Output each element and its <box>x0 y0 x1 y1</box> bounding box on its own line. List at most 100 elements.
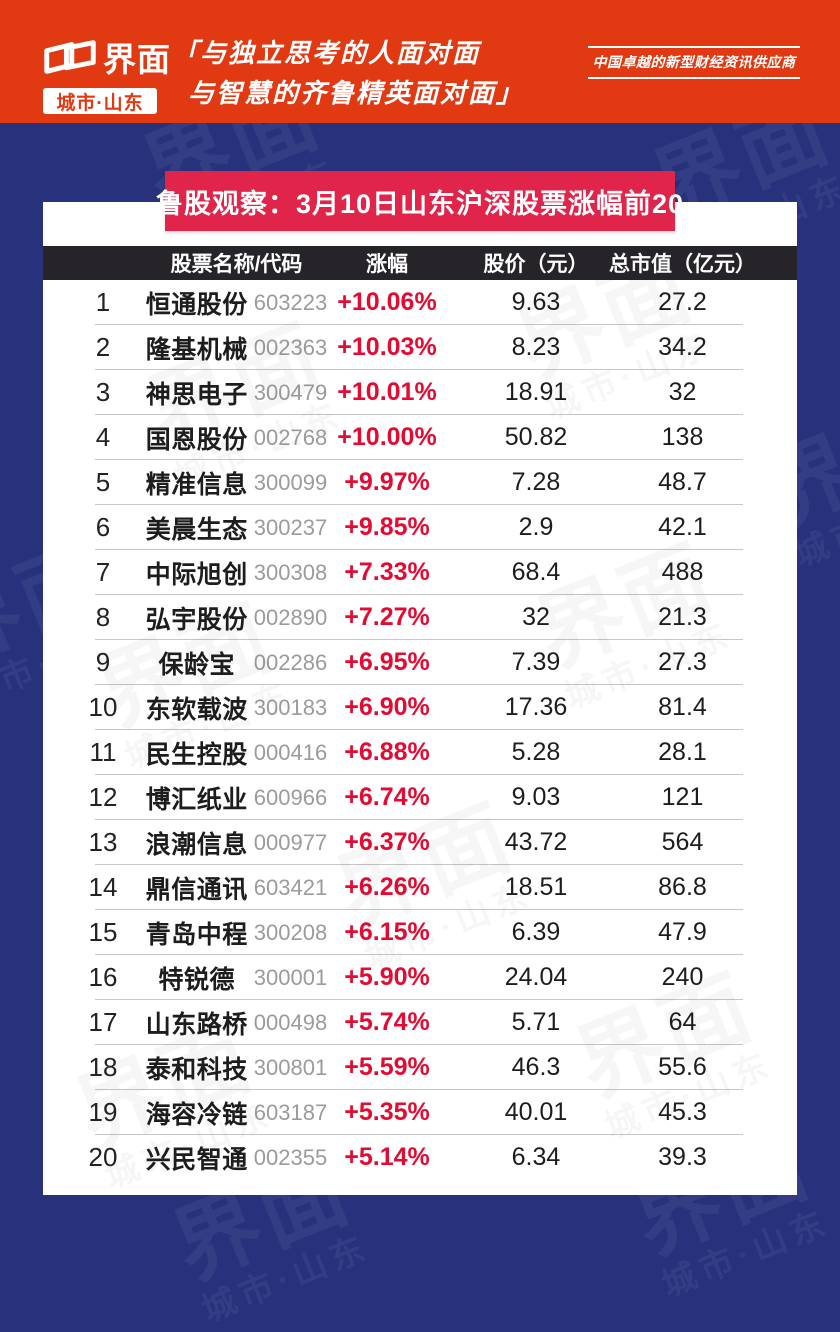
stock-code: 300237 <box>253 514 328 540</box>
stock-name: 国恩股份 <box>145 425 248 454</box>
stock-price: 40.01 <box>504 1098 568 1126</box>
stock-code: 300001 <box>253 964 328 990</box>
col-market-cap: 总市值（亿元） <box>609 253 756 276</box>
stock-name: 民生控股 <box>145 740 248 769</box>
stock-name-code: 弘宇股份 002890 <box>146 600 327 636</box>
market-cap: 64 <box>668 1008 697 1036</box>
masthead: 界面 城市·山东 「与独立思考的人面对面 与智慧的齐鲁精英面对面」 中国卓越的新… <box>0 0 840 123</box>
stock-name: 鼎信通讯 <box>145 875 248 904</box>
stock-price: 2.9 <box>518 513 554 541</box>
stock-name-code: 保龄宝 002286 <box>159 645 328 681</box>
stock-name: 兴民智通 <box>145 1145 248 1174</box>
stock-name-code: 精准信息 300099 <box>146 465 327 501</box>
slogan: 「与独立思考的人面对面 与智慧的齐鲁精英面对面」 <box>172 33 524 113</box>
market-cap: 81.4 <box>658 693 707 721</box>
stock-name: 精准信息 <box>145 470 248 499</box>
table-row: 8 弘宇股份 002890 +7.27% 32 21.3 <box>43 595 797 640</box>
change-percent: +9.97% <box>344 468 430 496</box>
table-header: 股票名称/代码 涨幅 股价（元） 总市值（亿元） <box>43 246 797 280</box>
rank: 12 <box>88 782 118 812</box>
stock-price: 7.39 <box>511 648 561 676</box>
rank: 6 <box>95 512 111 542</box>
page-title: 鲁股观察：3月10日山东沪深股票涨幅前20 <box>155 188 685 219</box>
stock-name: 浪潮信息 <box>145 830 248 859</box>
stock-price: 6.34 <box>511 1143 561 1171</box>
stock-name-code: 浪潮信息 000977 <box>146 825 327 861</box>
rank: 1 <box>95 287 111 317</box>
stock-name-code: 泰和科技 300801 <box>146 1050 327 1086</box>
stock-name-code: 青岛中程 300208 <box>146 915 327 951</box>
stock-name: 隆基机械 <box>145 335 248 364</box>
change-percent: +10.03% <box>337 333 437 361</box>
stock-price: 32 <box>522 603 550 631</box>
stock-code: 002355 <box>253 1144 328 1170</box>
stock-name: 博汇纸业 <box>145 785 248 814</box>
stock-name: 海容冷链 <box>145 1100 248 1129</box>
stock-code: 300308 <box>253 559 328 585</box>
rank: 11 <box>89 737 117 767</box>
stock-name-code: 隆基机械 002363 <box>146 330 327 366</box>
table-row: 18 泰和科技 300801 +5.59% 46.3 55.6 <box>43 1045 797 1090</box>
stock-name-code: 中际旭创 300308 <box>146 555 327 591</box>
tagline-box: 中国卓越的新型财经资讯供应商 <box>588 46 800 79</box>
table-row: 16 特锐德 300001 +5.90% 24.04 240 <box>43 955 797 1000</box>
table-row: 2 隆基机械 002363 +10.03% 8.23 34.2 <box>43 325 797 370</box>
stock-name-code: 山东路桥 000498 <box>146 1005 327 1041</box>
market-cap: 240 <box>661 963 704 991</box>
rank: 18 <box>88 1052 118 1082</box>
table-row: 14 鼎信通讯 603421 +6.26% 18.51 86.8 <box>43 865 797 910</box>
rank: 14 <box>88 872 118 902</box>
stock-name-code: 东软载波 300183 <box>146 690 327 726</box>
market-cap: 27.3 <box>658 648 707 676</box>
stock-code: 300183 <box>253 694 328 720</box>
market-cap: 121 <box>661 783 704 811</box>
rank: 13 <box>88 827 118 857</box>
change-percent: +10.01% <box>337 378 437 406</box>
stock-code: 300099 <box>253 469 328 495</box>
table-body: 1 恒通股份 603223 +10.06% 9.63 27.2 2 隆基机械 0… <box>43 280 797 1180</box>
brand-region-badge: 城市·山东 <box>43 88 157 114</box>
brand-name: 界面 <box>103 41 171 78</box>
stock-code: 300208 <box>253 919 328 945</box>
rank: 7 <box>95 557 111 587</box>
rank: 10 <box>88 692 118 722</box>
rank: 19 <box>88 1097 118 1127</box>
market-cap: 28.1 <box>658 738 707 766</box>
stock-price: 8.23 <box>511 333 561 361</box>
market-cap: 55.6 <box>658 1053 707 1081</box>
stock-name: 弘宇股份 <box>145 605 248 634</box>
jiemian-logo-icon <box>44 40 96 74</box>
table-row: 3 神思电子 300479 +10.01% 18.91 32 <box>43 370 797 415</box>
table-row: 15 青岛中程 300208 +6.15% 6.39 47.9 <box>43 910 797 955</box>
stock-name-code: 兴民智通 002355 <box>146 1140 327 1176</box>
stock-code: 000416 <box>253 739 328 765</box>
change-percent: +6.74% <box>344 783 430 811</box>
stock-code: 300801 <box>253 1054 328 1080</box>
table-row: 1 恒通股份 603223 +10.06% 9.63 27.2 <box>43 280 797 325</box>
market-cap: 39.3 <box>658 1143 707 1171</box>
col-price: 股价（元） <box>483 253 589 276</box>
stock-code: 603223 <box>253 289 328 315</box>
stock-code: 002286 <box>253 649 328 675</box>
stock-name-code: 海容冷链 603187 <box>146 1095 327 1131</box>
market-cap: 27.2 <box>658 288 707 316</box>
market-cap: 48.7 <box>658 468 707 496</box>
table-row: 20 兴民智通 002355 +5.14% 6.34 39.3 <box>43 1135 797 1180</box>
stock-name-code: 民生控股 000416 <box>146 735 327 771</box>
title-banner: 鲁股观察：3月10日山东沪深股票涨幅前20 <box>156 171 683 231</box>
market-cap: 564 <box>661 828 704 856</box>
stock-price: 18.51 <box>504 873 568 901</box>
change-percent: +7.33% <box>344 558 430 586</box>
stock-name: 恒通股份 <box>145 290 248 319</box>
change-percent: +6.37% <box>344 828 430 856</box>
market-cap: 21.3 <box>658 603 707 631</box>
stock-price: 43.72 <box>504 828 568 856</box>
stock-code: 300479 <box>253 379 328 405</box>
stock-code: 002363 <box>253 334 328 360</box>
stock-code: 002768 <box>253 424 328 450</box>
stock-code: 000498 <box>253 1009 328 1035</box>
stock-price: 9.03 <box>511 783 561 811</box>
change-percent: +6.15% <box>344 918 430 946</box>
stock-code: 000977 <box>253 829 328 855</box>
slogan-line-2: 与智慧的齐鲁精英面对面」 <box>188 78 525 108</box>
